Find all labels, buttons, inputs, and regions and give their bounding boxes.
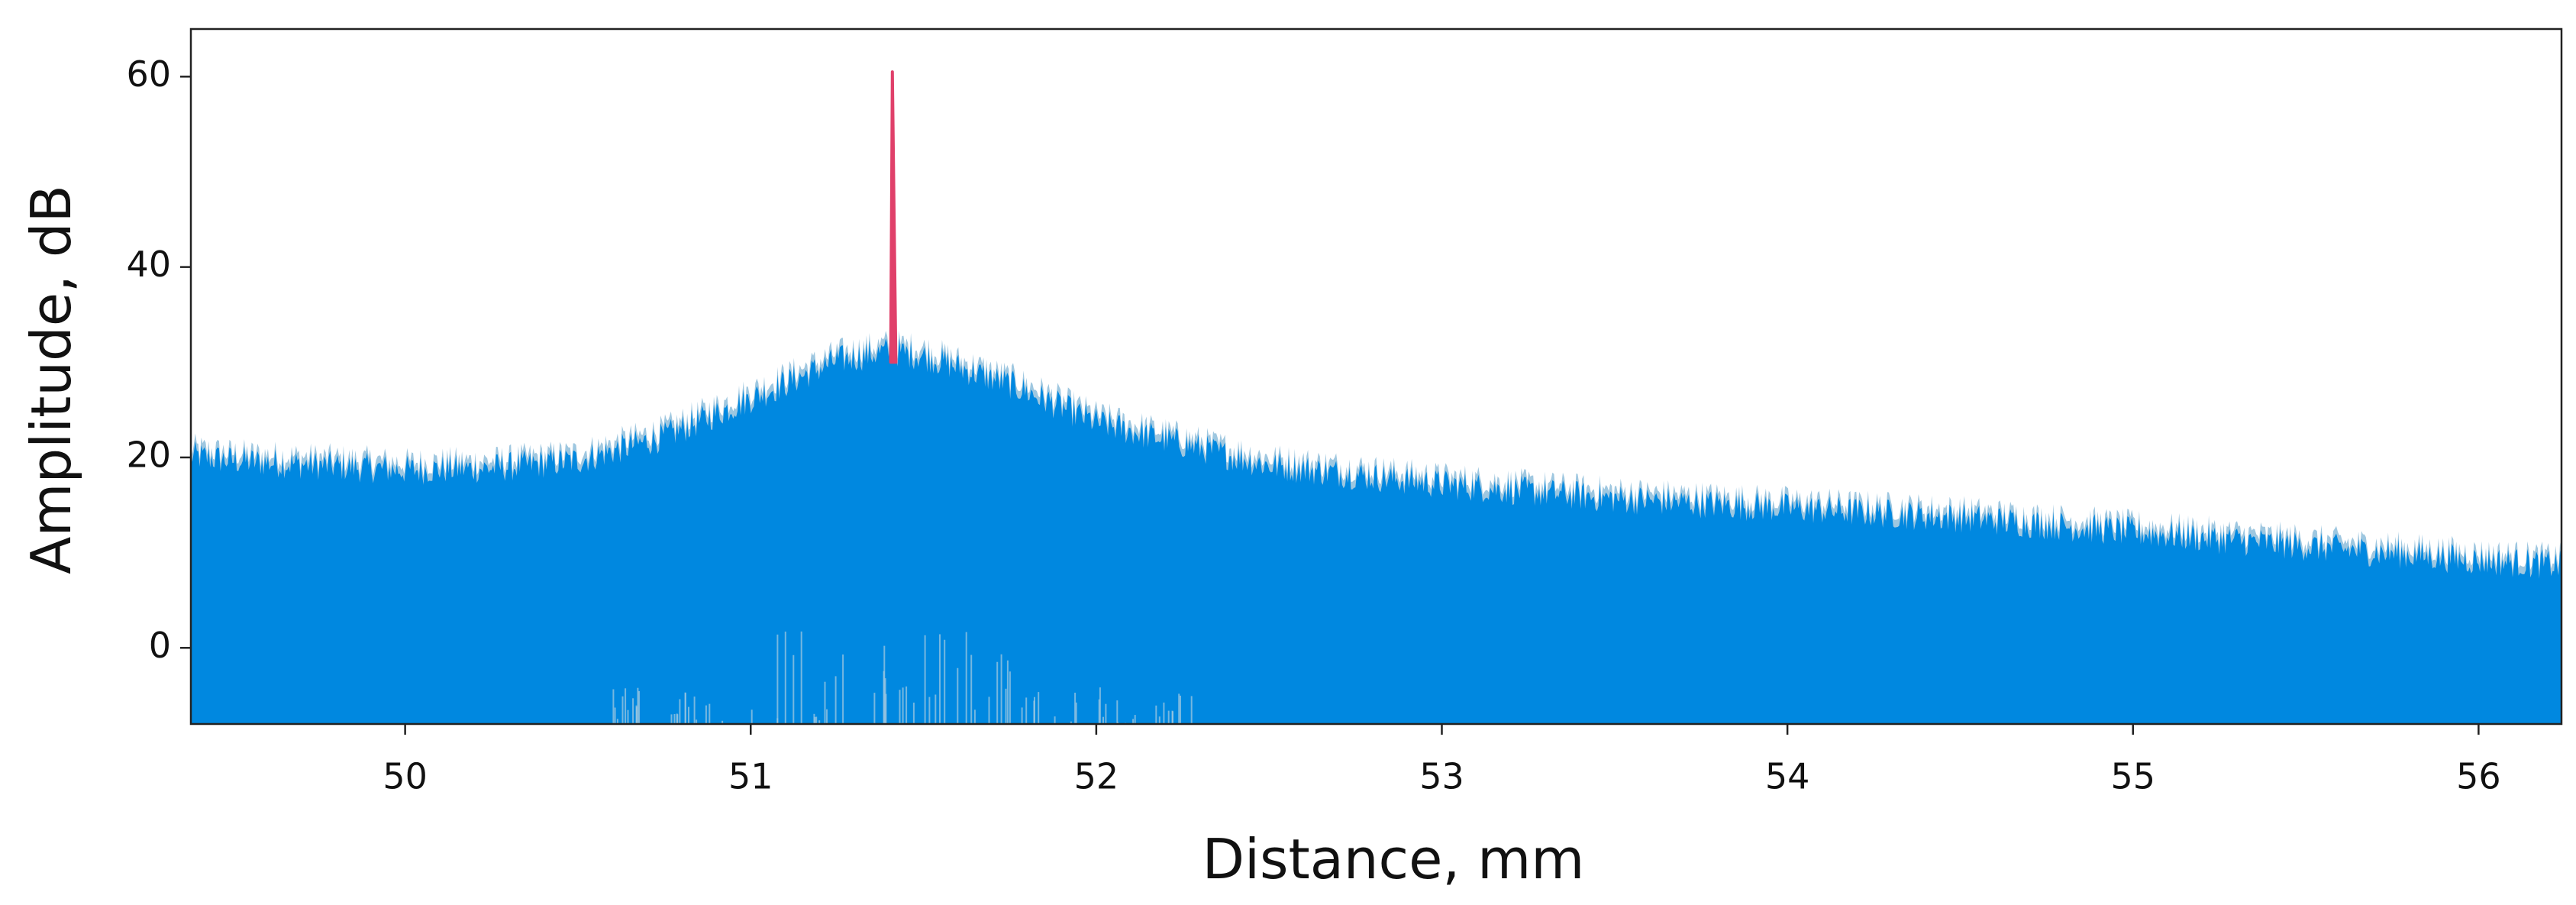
x-axis-title: Distance, mm: [1202, 827, 1585, 891]
x-tick-label: 56: [2456, 755, 2501, 797]
noise-area-series: [191, 338, 2561, 724]
axes: 0 20 40 60 50 51 52 53 54 55 56: [126, 27, 2563, 797]
x-tick-label: 53: [1419, 755, 1464, 797]
y-tick-label: 0: [149, 625, 171, 666]
y-tick-label: 40: [126, 244, 171, 285]
plot-area: [191, 70, 2561, 724]
plot-frame: [189, 27, 2563, 726]
x-tick-label: 52: [1074, 755, 1119, 797]
x-tick-label: 51: [728, 755, 773, 797]
x-tick-label: 50: [383, 755, 428, 797]
x-tick-label: 55: [2110, 755, 2155, 797]
y-tick-label: 20: [126, 434, 171, 475]
x-tick-label: 54: [1765, 755, 1810, 797]
peak-spike-series: [889, 70, 898, 364]
y-axis-title: Amplitude, dB: [19, 185, 83, 574]
y-tick-label: 60: [126, 53, 171, 95]
